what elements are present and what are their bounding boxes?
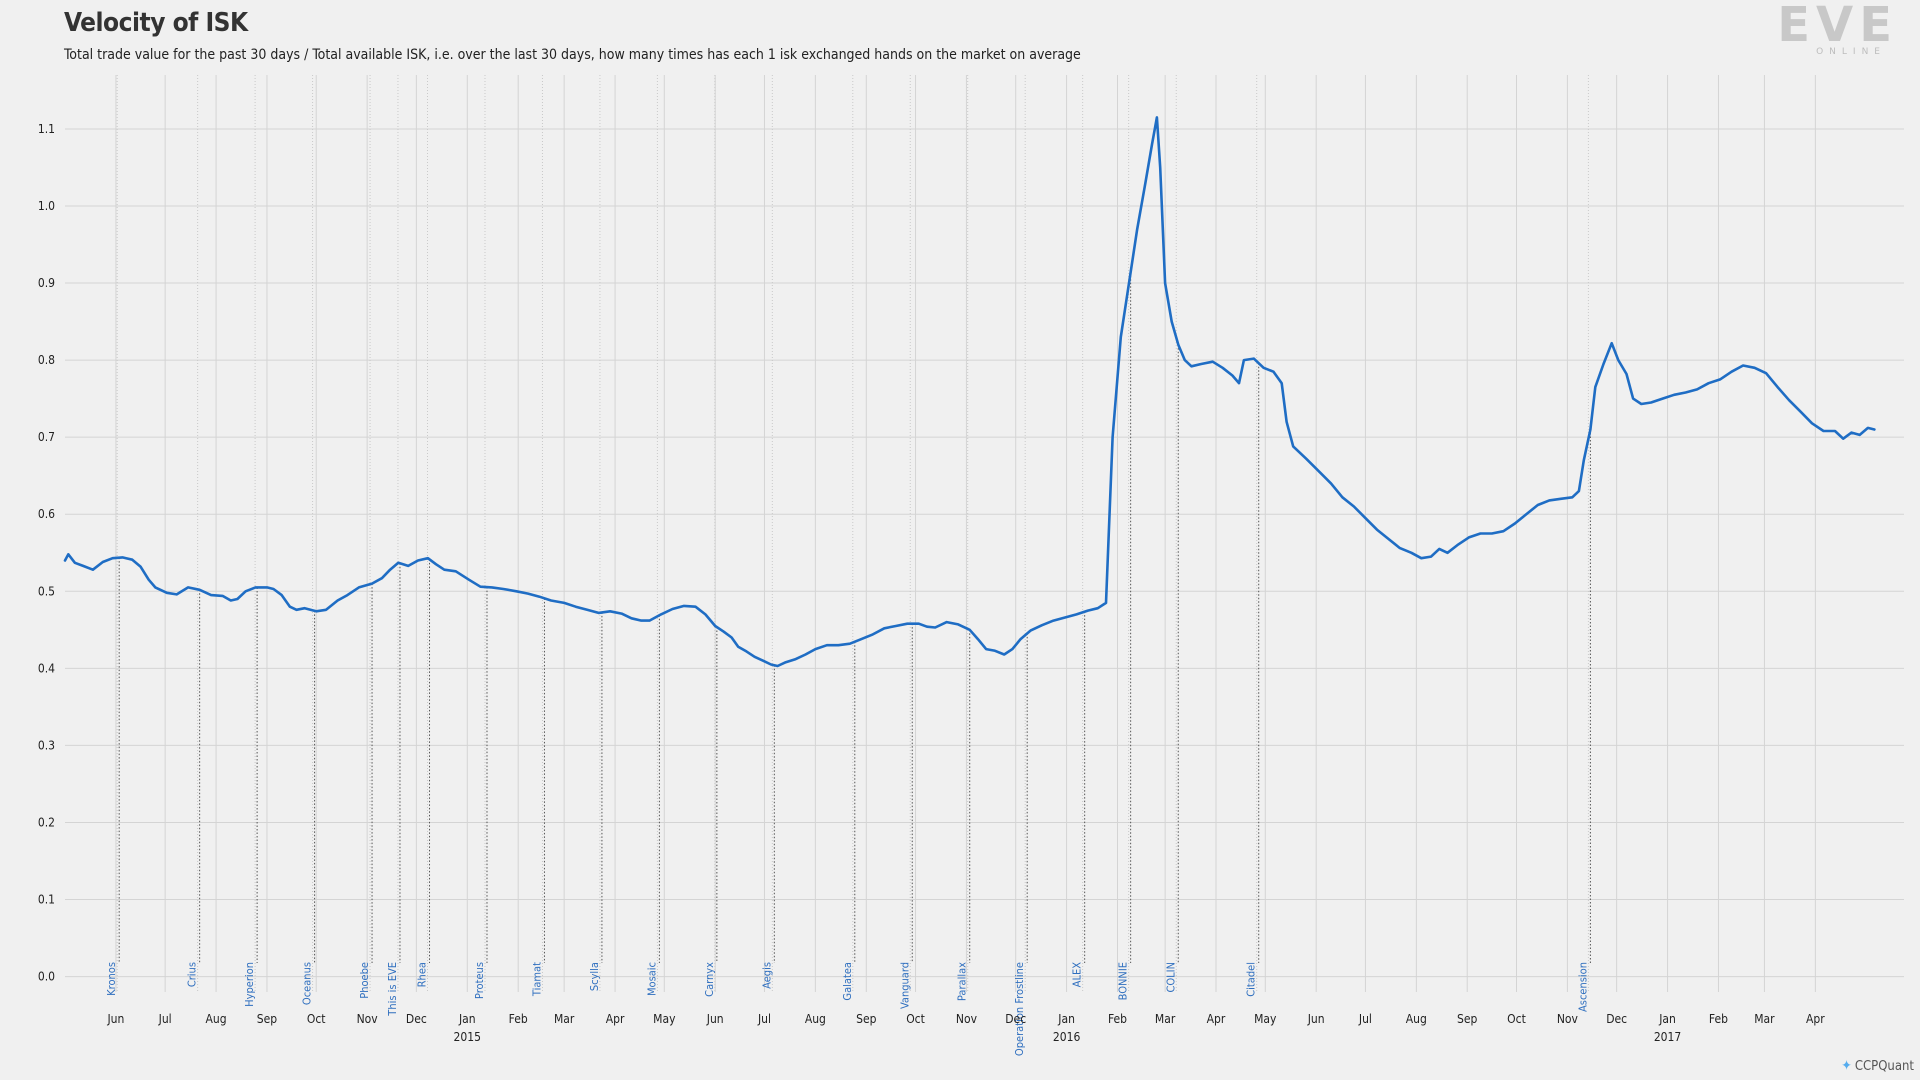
event-label: Scylla xyxy=(588,962,601,991)
x-tick-label: Nov xyxy=(357,1012,379,1026)
event-label: Kronos xyxy=(105,962,118,996)
x-tick-label: Aug xyxy=(206,1012,227,1026)
x-tick-label: Nov xyxy=(1557,1012,1579,1026)
event-label: Galatea xyxy=(841,962,854,1001)
event-markers: Kronos Crius Hyperion Oceanus Phoebe This is … xyxy=(105,75,1591,1056)
x-tick-label: Nov xyxy=(956,1012,978,1026)
credit-handle: CCPQuant xyxy=(1854,1059,1914,1074)
y-tick-label: 0.4 xyxy=(38,661,55,675)
x-tick-label: Sep xyxy=(1457,1012,1478,1026)
chart-subtitle: Total trade value for the past 30 days /… xyxy=(64,47,1081,63)
x-tick-label: Apr xyxy=(1207,1012,1226,1026)
event-label: COLIN xyxy=(1164,962,1177,993)
x-tick-label: Jul xyxy=(1358,1012,1372,1026)
x-tick-label: Jun xyxy=(706,1012,724,1026)
x-tick-label: Apr xyxy=(606,1012,625,1026)
event-label: Tiamat xyxy=(530,962,543,997)
event-label: Rhea xyxy=(416,962,429,987)
x-year-label: 2016 xyxy=(1053,1030,1081,1044)
x-tick-label: Jun xyxy=(106,1012,124,1026)
axis-labels: 0.0 0.1 0.2 0.3 0.4 0.5 0.6 0.7 0.8 0.9 1.0 1.1 Jun J… xyxy=(38,122,1825,1044)
y-tick-label: 1.1 xyxy=(38,122,55,136)
event-label: Oceanus xyxy=(301,962,314,1005)
y-tick-label: 0.9 xyxy=(38,276,55,290)
event-label: Phoebe xyxy=(358,962,371,999)
x-tick-label: May xyxy=(653,1012,676,1026)
x-tick-label: Dec xyxy=(406,1012,427,1026)
x-tick-label: Dec xyxy=(1005,1012,1026,1026)
event-label: Hyperion xyxy=(243,962,256,1007)
event-label: Ascension xyxy=(1576,962,1589,1012)
x-tick-label: Mar xyxy=(554,1012,575,1026)
credit: ✦ CCPQuant xyxy=(1841,1058,1914,1074)
y-tick-label: 1.0 xyxy=(38,199,55,213)
event-label: Aegis xyxy=(760,962,773,989)
y-tick-label: 0.5 xyxy=(38,584,55,598)
x-tick-label: Feb xyxy=(1108,1012,1127,1026)
x-tick-label: Feb xyxy=(1709,1012,1728,1026)
event-label: Parallax xyxy=(956,962,969,1001)
eve-online-logo: EVE ONLINE xyxy=(1746,0,1916,60)
x-tick-label: Sep xyxy=(856,1012,877,1026)
x-year-label: 2017 xyxy=(1654,1030,1681,1044)
x-tick-label: Aug xyxy=(1406,1012,1427,1026)
y-tick-label: 0.2 xyxy=(38,815,55,829)
x-tick-label: Mar xyxy=(1155,1012,1176,1026)
event-label: Proteus xyxy=(473,962,486,999)
y-tick-label: 0.1 xyxy=(38,893,55,907)
y-tick-label: 0.8 xyxy=(38,353,55,367)
x-tick-label: Feb xyxy=(509,1012,528,1026)
x-tick-label: Aug xyxy=(805,1012,826,1026)
event-label: Carnyx xyxy=(703,962,716,997)
y-tick-label: 0.6 xyxy=(38,507,55,521)
logo-wordmark: EVE xyxy=(1777,0,1898,53)
chart-title: Velocity of ISK xyxy=(64,8,248,38)
x-tick-label: Oct xyxy=(1507,1012,1526,1026)
y-tick-label: 0.7 xyxy=(38,430,55,444)
x-tick-label: Jul xyxy=(158,1012,172,1026)
twitter-bird-icon: ✦ xyxy=(1841,1058,1852,1074)
x-tick-label: Oct xyxy=(307,1012,326,1026)
x-tick-label: Oct xyxy=(906,1012,925,1026)
event-label: Crius xyxy=(186,962,199,987)
logo-subtext: ONLINE xyxy=(1816,47,1886,57)
x-tick-label: Jan xyxy=(1057,1012,1075,1026)
x-tick-label: Sep xyxy=(257,1012,278,1026)
x-tick-label: Jun xyxy=(1307,1012,1325,1026)
x-year-label: 2015 xyxy=(454,1030,481,1044)
x-tick-label: Jan xyxy=(458,1012,476,1026)
event-label: Citadel xyxy=(1245,962,1258,997)
event-label: Vanguard xyxy=(898,962,911,1009)
series-layer xyxy=(63,116,1876,668)
series-line-velocity xyxy=(63,116,1876,668)
x-tick-label: Jan xyxy=(1658,1012,1676,1026)
y-tick-label: 0.0 xyxy=(38,970,55,984)
grid-lines xyxy=(65,75,1904,992)
x-tick-label: Mar xyxy=(1754,1012,1775,1026)
event-label: Mosaic xyxy=(645,962,658,996)
event-label: ALEX xyxy=(1071,962,1084,988)
x-tick-label: Jul xyxy=(757,1012,771,1026)
y-tick-label: 0.3 xyxy=(38,738,55,752)
event-label: Operation Frostline xyxy=(1013,962,1026,1056)
x-tick-label: May xyxy=(1254,1012,1277,1026)
event-label: This is EVE xyxy=(386,962,399,1017)
event-label: BONNIE xyxy=(1117,962,1130,1000)
x-tick-label: Apr xyxy=(1806,1012,1825,1026)
x-tick-label: Dec xyxy=(1606,1012,1627,1026)
